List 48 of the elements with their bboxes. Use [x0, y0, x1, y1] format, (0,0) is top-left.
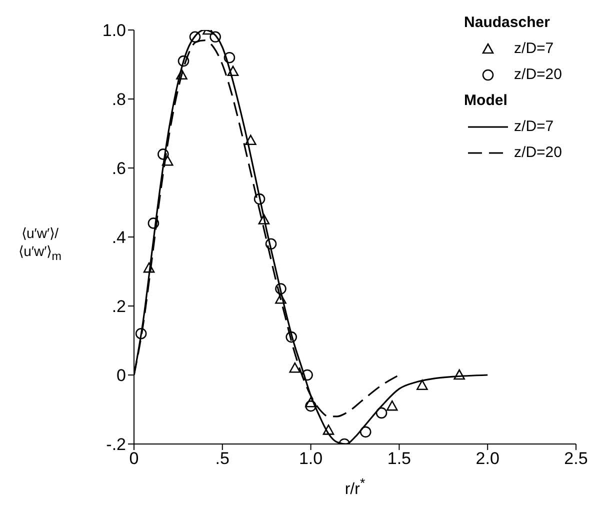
legend-label: z/D=20: [514, 65, 562, 85]
y-tick-label: .6: [112, 159, 126, 178]
point: [416, 380, 428, 390]
point: [176, 69, 188, 80]
point: [386, 400, 398, 411]
point: [265, 238, 277, 250]
point: [254, 193, 266, 205]
x-tick-label: 1.5: [387, 449, 412, 468]
x-tick-label: .5: [215, 449, 230, 468]
point: [360, 426, 372, 438]
point: [245, 134, 256, 146]
point: [376, 407, 388, 419]
legend-label: z/D=7: [514, 117, 554, 137]
point: [135, 328, 147, 340]
point: [275, 283, 286, 294]
point: [454, 369, 465, 380]
x-tick-label: 2.0: [476, 449, 500, 468]
point: [210, 31, 221, 43]
y-tick-label: .2: [112, 297, 126, 316]
point: [227, 66, 239, 76]
point: [148, 218, 160, 229]
legend-label: z/D=20: [514, 143, 562, 163]
y-tick-label: -.2: [106, 435, 126, 454]
y-tick-label: .8: [112, 90, 126, 110]
point: [322, 424, 334, 435]
point: [286, 331, 297, 343]
annotation: Naudascher: [464, 13, 551, 33]
legend-label: z/D=7: [514, 39, 554, 59]
point: [178, 55, 190, 67]
point: [302, 369, 313, 381]
x-tick-label: 0: [129, 449, 139, 468]
point: [143, 262, 155, 273]
x-tick-label: 2.5: [564, 449, 588, 468]
point: [162, 155, 174, 166]
point: [224, 52, 236, 64]
x-axis-title: r/r$^{*}$: [344, 476, 366, 498]
point: [158, 148, 169, 160]
point: [289, 362, 301, 373]
point: [275, 293, 286, 304]
y-axis-title: ⟨u′w′⟩/⟨u′w′⟩$_{m}$: [18, 225, 62, 263]
y-tick-label: .4: [112, 228, 126, 248]
y-tick-label: 0: [116, 366, 126, 386]
annotation: Model: [464, 91, 508, 111]
x-tick-label: 1.0: [298, 449, 323, 468]
point: [258, 214, 270, 224]
y-tick-label: 1.0: [102, 21, 126, 40]
point: [305, 400, 316, 412]
point: [189, 31, 201, 43]
